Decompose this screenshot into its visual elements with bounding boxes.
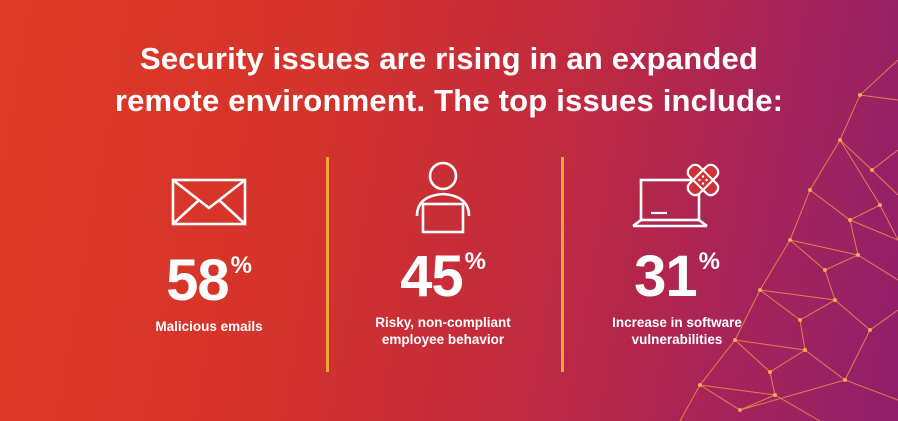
stat-label: Increase in software vulnerabilities	[567, 314, 787, 348]
divider-left	[326, 157, 329, 372]
headline-line-2: remote environment. The top issues inclu…	[114, 83, 784, 118]
divider-right	[561, 157, 564, 372]
stat-value: 45%	[333, 246, 553, 308]
headline: Security issues are rising in an expande…	[0, 38, 898, 122]
stat-value: 58%	[99, 250, 319, 312]
percent-sign: %	[464, 248, 486, 275]
person-at-laptop-icon	[415, 161, 471, 234]
stat-label: Malicious emails	[99, 318, 319, 335]
stat-label: Risky, non-compliant employee behavior	[333, 314, 553, 348]
stat-number: 45	[400, 244, 464, 309]
stat-label-line: Risky, non-compliant	[375, 315, 511, 330]
percent-sign: %	[230, 252, 252, 279]
percent-sign: %	[698, 248, 720, 275]
stat-label-line: Malicious emails	[155, 319, 263, 334]
stat-label-line: Increase in software	[612, 315, 742, 330]
stat-number: 58	[166, 248, 230, 313]
stat-value: 31%	[567, 246, 787, 308]
stat-risky-behavior: 45% Risky, non-compliant employee behavi…	[333, 161, 553, 348]
envelope-icon	[171, 178, 247, 226]
stat-malicious-emails: 58% Malicious emails	[99, 170, 319, 335]
stat-number: 31	[634, 244, 698, 309]
laptop-bandage-icon	[632, 163, 720, 228]
headline-line-1: Security issues are rising in an expande…	[139, 41, 759, 76]
stat-label-line: employee behavior	[381, 332, 505, 347]
stat-software-vulnerabilities: 31% Increase in software vulnerabilities	[567, 163, 787, 348]
stat-label-line: vulnerabilities	[631, 332, 723, 347]
